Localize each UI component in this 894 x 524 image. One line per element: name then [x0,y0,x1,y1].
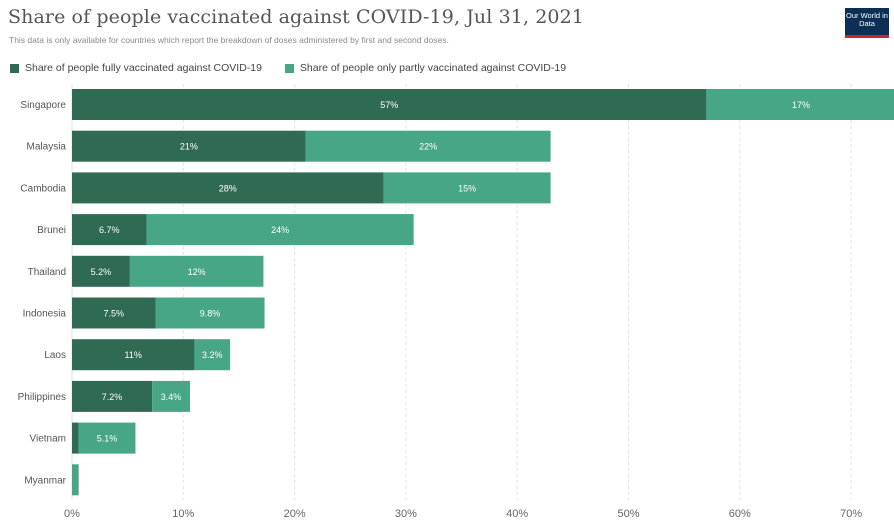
category-label: Thailand [28,267,66,278]
x-tick-label: 50% [617,508,639,520]
legend-swatch-full [10,63,19,73]
bar-full [72,380,153,412]
owid-logo[interactable]: Our World in Data [845,8,889,38]
bar-full [72,89,707,120]
category-label: Brunei [37,225,66,236]
legend-swatch-partial [284,63,294,73]
data-label: 21% [180,142,198,152]
bar-partial [129,255,264,287]
data-label: 24% [271,225,289,235]
data-label: 7.2% [102,392,123,402]
bar-partial [152,380,190,412]
bar-full [72,172,384,204]
data-label: 3.4% [161,392,182,402]
data-label: 6.7% [99,225,120,235]
bar-full [72,297,156,329]
bar-full [72,422,79,454]
bar-partial [706,89,894,120]
data-label: 17% [792,100,810,110]
category-label: Indonesia [23,309,67,320]
x-tick-label: 10% [172,508,194,520]
bar-full [72,130,306,162]
data-label: 12% [188,267,206,277]
data-label: 3.2% [202,350,223,360]
legend-item-full[interactable]: Share of people fully vaccinated against… [10,62,262,74]
x-tick-label: 70% [840,508,862,520]
bar-partial [146,214,414,246]
data-label: 28% [219,183,237,193]
x-tick-label: 0% [64,508,80,520]
bar-partial [194,339,231,371]
chart-subtitle: This data is only available for countrie… [9,35,449,45]
bar-partial [78,422,136,454]
category-label: Vietnam [29,434,66,445]
data-label: 9.8% [200,309,221,319]
x-tick-label: 20% [284,508,306,520]
chart-legend: Share of people fully vaccinated against… [10,62,586,76]
x-tick-label: 60% [729,508,751,520]
data-label: 5.2% [91,267,112,277]
bar-partial [305,130,551,162]
category-label: Singapore [20,100,66,111]
bar-partial [72,464,79,496]
x-tick-label: 30% [395,508,417,520]
bar-full [72,339,195,371]
legend-label-full: Share of people fully vaccinated against… [25,62,262,74]
data-label: 7.5% [103,309,124,319]
category-label: Philippines [18,392,66,403]
category-label: Cambodia [20,183,66,194]
data-label: 22% [419,142,437,152]
chart-title: Share of people vaccinated against COVID… [8,6,584,28]
category-label: Myanmar [24,475,66,486]
category-label: Laos [44,350,66,361]
data-label: 15% [458,183,476,193]
data-label: 57% [380,100,398,110]
bar-partial [383,172,551,204]
legend-item-partial[interactable]: Share of people only partly vaccinated a… [284,62,567,74]
data-label: 11% [125,350,142,360]
x-tick-label: 40% [506,508,528,520]
category-label: Malaysia [27,142,67,153]
bar-full [72,255,130,287]
legend-label-partial: Share of people only partly vaccinated a… [299,62,567,74]
data-label: 5.1% [97,434,118,444]
bar-full [72,214,147,246]
bar-partial [155,297,265,329]
